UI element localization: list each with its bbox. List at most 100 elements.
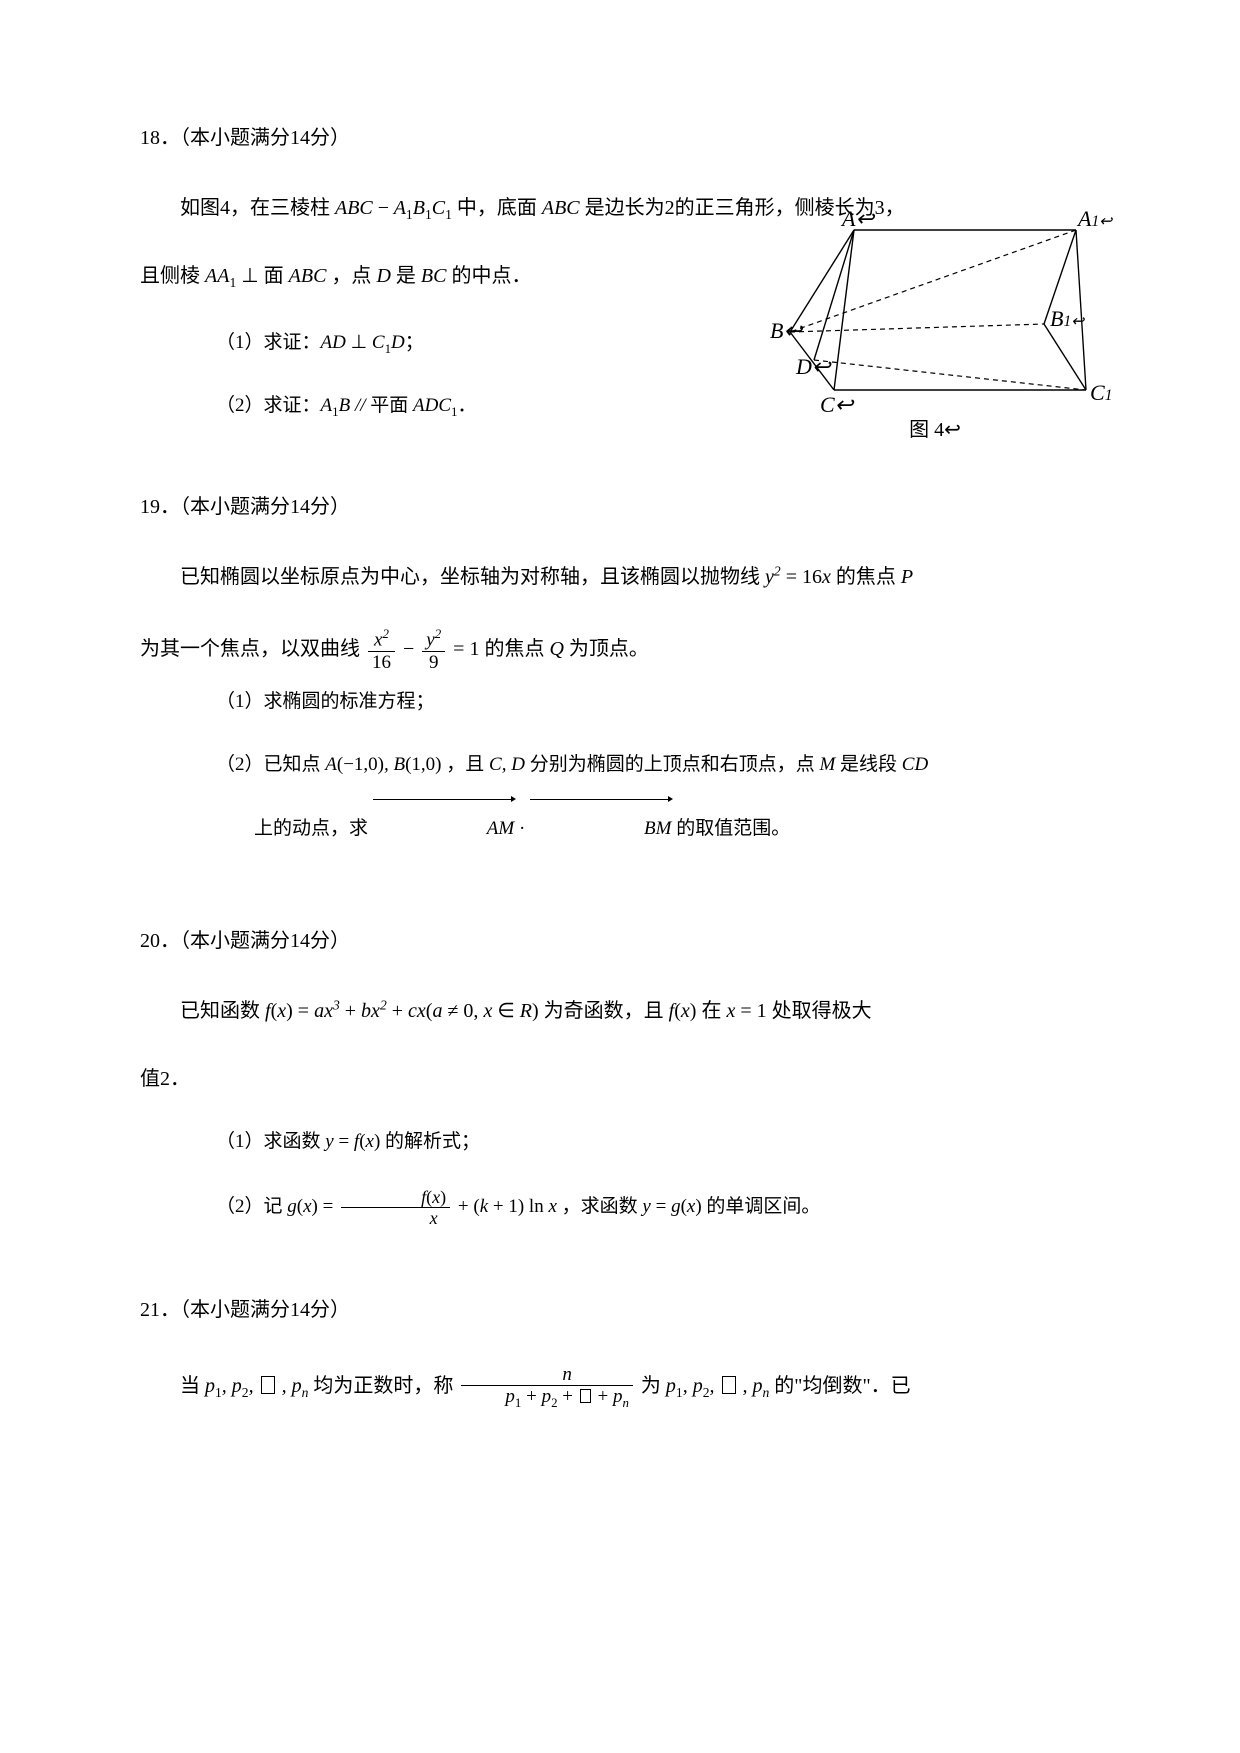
q18-sub1-perp: ⊥ [346,332,372,353]
q20-sub1: （1）求函数 y = f(x) 的解析式； [140,1117,1100,1166]
q20-line2: 值2． [140,1055,1100,1103]
q20-l1-a: 已知函数 [180,1000,265,1022]
q20-yfx: y = f(x) [325,1131,380,1152]
lbl-A1: A1↩ [1078,206,1112,232]
q20-x1: x = 1 [726,1000,766,1022]
figure-4: A↩ A1↩ B↩ B1↩ C↩ C1 D↩ 图 4↩ [760,218,1110,418]
figure-4-caption: 图 4↩ [909,413,961,442]
q19-title: 19．（本小题满分14分） [140,489,1100,525]
q18-l1-mid: 中，底面 [452,197,542,219]
q19-AB: A(−1,0), B(1,0) [325,754,441,775]
q21-seq2b: , pn [738,1375,770,1397]
q18-l1-pre: 如图4，在三棱柱 [180,197,335,219]
q19-line2: 为其一个焦点，以双曲线 x216 − y29 = 1 的焦点 Q 为顶点。 [140,621,1100,677]
q19-frac2: y29 [422,627,445,673]
q20-line1: 已知函数 f(x) = ax3 + bx2 + cx(a ≠ 0, x ∈ R)… [140,987,1100,1035]
lbl-B1: B1↩ [1050,306,1084,332]
box-char-icon [261,1376,275,1394]
q19-sub3: 上的动点，求 AM · BM 的取值范围。 [140,804,1100,853]
question-20: 20．（本小题满分14分） 已知函数 f(x) = ax3 + bx2 + cx… [140,923,1100,1234]
q21-l1-b: 均为正数时，称 [308,1375,458,1397]
q19-sub3-pre: 上的动点，求 [254,818,373,839]
q21-seq1b: , pn [277,1375,309,1397]
q20-sub2-b: ，求函数 [557,1196,643,1217]
q18-sub2-A1B: A1B [321,395,351,416]
q19-P: P [901,566,913,588]
q21-seq2: p1, p2, [666,1375,720,1397]
q19-l1-b: 的焦点 [831,566,901,588]
q19-frac1: x216 [368,627,395,673]
q18-sub1-C1D: C1D [372,332,405,353]
q19-sub2-c: 分别为椭圆的上顶点和右顶点，点 [525,754,820,775]
q19-sub1: （1）求椭圆的标准方程； [140,677,1100,726]
q20-number: 20 [140,930,160,952]
q19-l2-c: 为顶点。 [564,638,649,660]
q20-sub1-a: （1）求函数 [216,1131,325,1152]
lbl-D: D↩ [796,354,830,380]
q18-number: 18 [140,127,160,149]
q19-minus: − [398,638,419,660]
q21-l1-c: 为 [636,1375,666,1397]
q18-l2-comma: ，点 [326,265,376,287]
question-19: 19．（本小题满分14分） 已知椭圆以坐标原点为中心，坐标轴为对称轴，且该椭圆以… [140,489,1100,853]
q19-CD2: CD [902,754,928,775]
q21-l1-a: 当 [180,1375,205,1397]
question-21: 21．（本小题满分14分） 当 p1, p2, , pn 均为正数时，称 np1… [140,1292,1100,1416]
lbl-A: A↩ [842,206,874,232]
q19-parabola: y2 = 16x [765,566,831,588]
q19-sub2-a: （2）已知点 [216,754,325,775]
q21-title-suffix: ．（本小题满分14分） [160,1299,350,1321]
q21-line1: 当 p1, p2, , pn 均为正数时，称 np1 + p2 + + pn 为… [140,1356,1100,1416]
q20-l1-d: 处取得极大 [767,1000,872,1022]
q19-number: 19 [140,496,160,518]
q19-sub2: （2）已知点 A(−1,0), B(1,0) ，且 C, D 分别为椭圆的上顶点… [140,740,1100,789]
q18-l2-mid2: 面 [264,265,289,287]
q18-sub2-plane: ADC1 [413,395,457,416]
q18-base: ABC [542,197,580,219]
q18-BC: BC [421,265,447,287]
q20-sub2: （2）记 g(x) = f(x)x + (k + 1) ln x ，求函数 y … [140,1180,1100,1233]
q20-sub2-a: （2）记 [216,1196,287,1217]
q20-l1-b: 为奇函数，且 [539,1000,669,1022]
q18-face: ABC [289,265,327,287]
q19-line1: 已知椭圆以坐标原点为中心，坐标轴为对称轴，且该椭圆以抛物线 y2 = 16x 的… [140,553,1100,601]
lbl-C: C↩ [820,392,853,418]
q19-l1-a: 已知椭圆以坐标原点为中心，坐标轴为对称轴，且该椭圆以抛物线 [180,566,765,588]
q19-sub3-end: 的取值范围。 [671,818,790,839]
q21-number: 21 [140,1299,160,1321]
q18-sub1-AD: AD [321,332,346,353]
q19-sub2-d: 是线段 [835,754,902,775]
q19-vec-AM: AM [373,804,514,853]
q19-l2-a: 为其一个焦点，以双曲线 [140,638,365,660]
q18-l2-end: 的中点． [446,265,531,287]
q20-sub1-b: 的解析式； [380,1131,480,1152]
q20-l1-c: 在 [696,1000,726,1022]
q18-sub2-par: // [350,395,370,416]
q18-sub2-end: ． [457,395,476,416]
q19-Q: Q [549,638,563,660]
q20-ygx: y = g(x) [642,1196,701,1217]
q20-gx: g(x) = [287,1196,338,1217]
q18-AA1: AA1 [205,265,236,287]
box-char-icon-2 [722,1376,736,1394]
q19-M: M [819,754,835,775]
q19-dot: · [514,818,530,839]
q19-sub2-b: ，且 [442,754,490,775]
q21-l1-d: 的"均倒数"．已 [769,1375,910,1397]
lbl-C1: C1 [1090,380,1112,406]
q20-frac: f(x)x [341,1187,450,1228]
q21-frac: np1 + p2 + + pn [461,1364,633,1411]
q20-title-suffix: ．（本小题满分14分） [160,930,350,952]
q19-CD: C, D [489,754,525,775]
q18-sub2-pre: （2）求证： [216,395,321,416]
q19-eq1: = 1 [448,638,479,660]
q19-vec-BM: BM [530,804,671,853]
q18-l2-pre: 且侧棱 [140,265,205,287]
q18-title-suffix: ．（本小题满分14分） [160,127,350,149]
q20-fx2: f(x) [669,1000,697,1022]
q18-D: D [376,265,390,287]
question-18: 18．（本小题满分14分） 如图4，在三棱柱 ABC − A1B1C1 中，底面… [140,120,1100,431]
q19-l2-b: 的焦点 [479,638,549,660]
q20-fx: f(x) = ax3 + bx2 + cx(a ≠ 0, x ∈ R) [265,1000,539,1022]
q19-title-suffix: ．（本小题满分14分） [160,496,350,518]
